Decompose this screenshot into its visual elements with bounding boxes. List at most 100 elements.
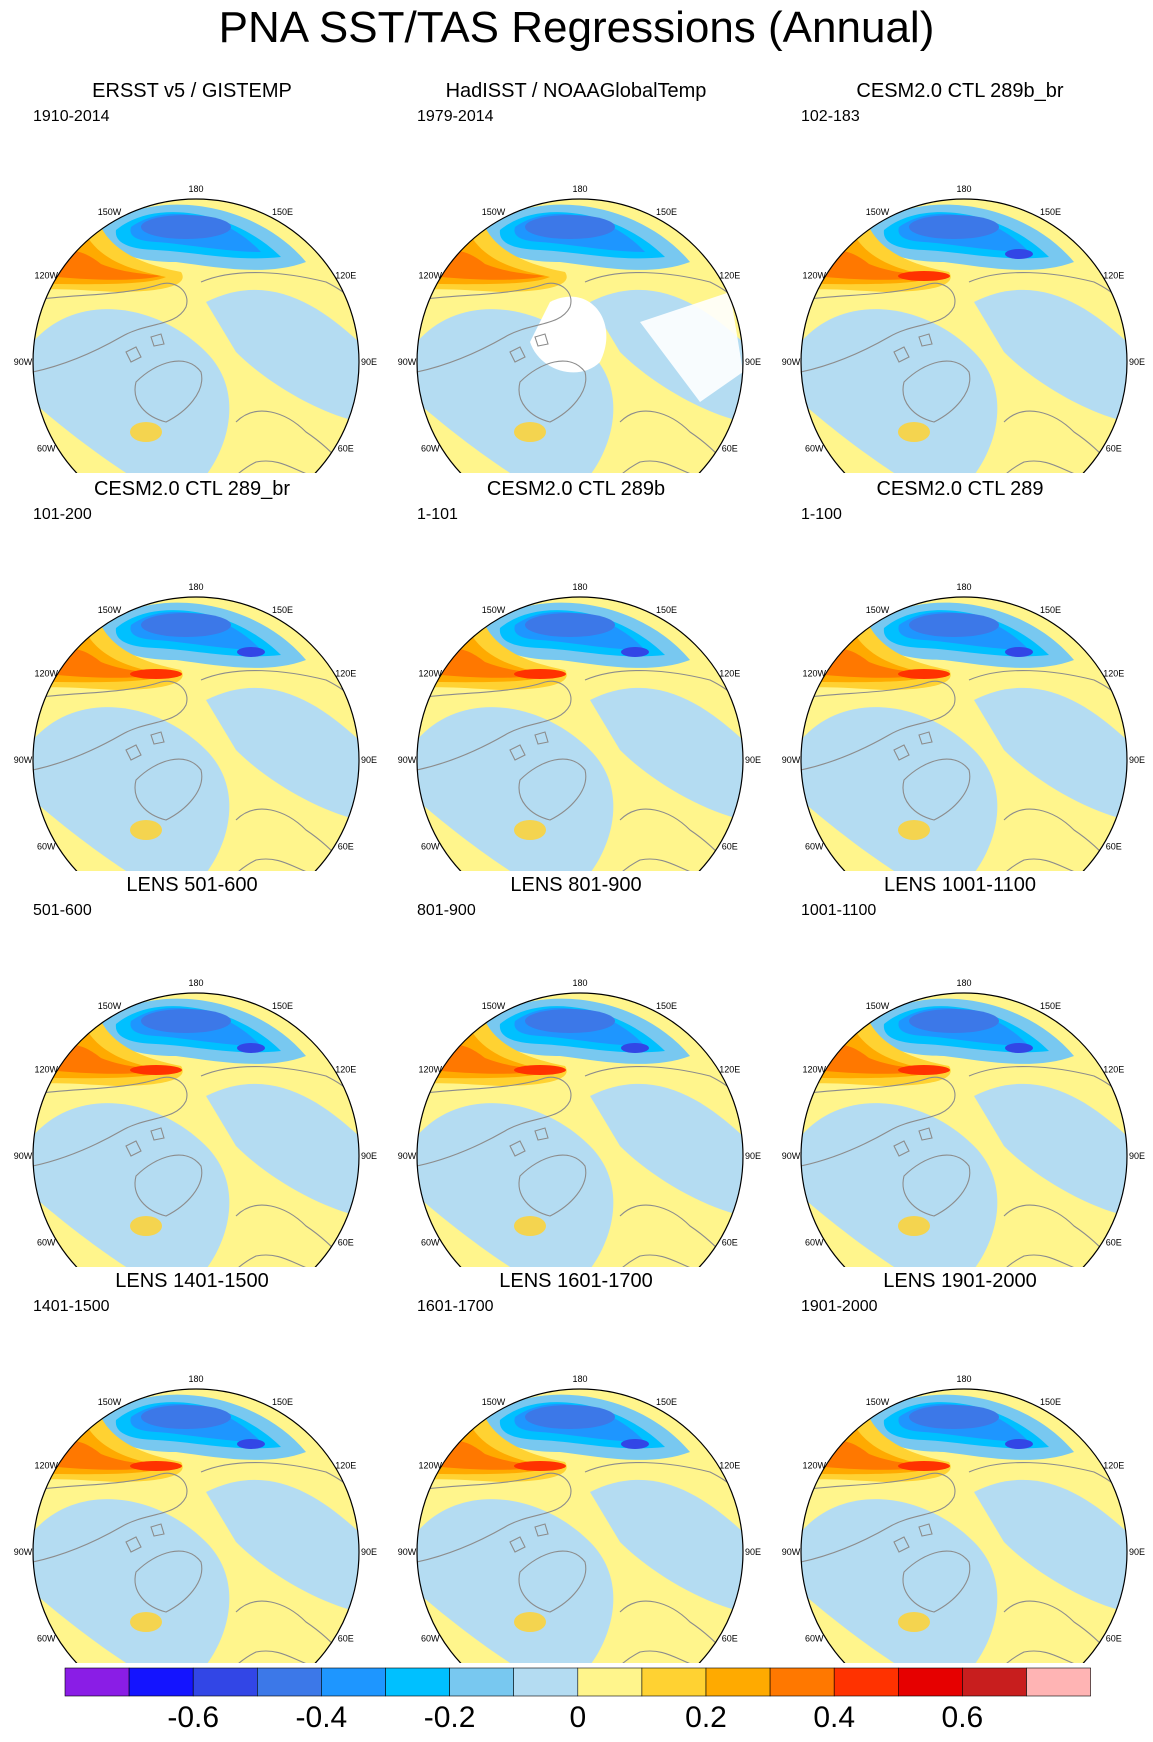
cool-anomaly-eurasia <box>974 1083 1127 1216</box>
longitude-label: 150W <box>866 207 890 217</box>
warm-anomaly-atlantic <box>514 820 546 840</box>
map-panel: 180150E120E90E60E30E030W60W90W120W150WLE… <box>768 872 1152 1267</box>
longitude-label: 90E <box>745 1547 761 1557</box>
warm-anomaly-atlantic <box>514 1612 546 1632</box>
longitude-label: 120E <box>1103 271 1124 281</box>
longitude-label: 180 <box>188 978 203 988</box>
longitude-label: 120E <box>335 1065 356 1075</box>
panel-period: 101-200 <box>33 506 92 523</box>
coastline-north-america <box>801 1472 956 1563</box>
cold-anomaly-core <box>909 1009 999 1033</box>
coastline-arctic-islands <box>893 333 933 363</box>
cold-anomaly-core <box>525 215 615 239</box>
warm-anomaly-nepacific <box>814 250 929 280</box>
map-boundary <box>32 596 360 871</box>
longitude-label: 90W <box>782 1547 801 1557</box>
cool-anomaly-atlantic <box>801 1499 998 1663</box>
coastline-africa <box>589 1650 701 1663</box>
panel-title: CESM2.0 CTL 289 <box>876 478 1044 500</box>
colorbar <box>0 1660 1153 1742</box>
longitude-label: 180 <box>572 184 587 194</box>
map-boundary <box>416 992 744 1267</box>
longitude-label: 90W <box>14 357 33 367</box>
longitude-label: 150E <box>656 1397 677 1407</box>
longitude-label: 150E <box>1040 605 1061 615</box>
longitude-label: 150E <box>1040 1397 1061 1407</box>
longitude-label: 90E <box>361 1151 377 1161</box>
longitude-label: 90E <box>361 755 377 765</box>
longitude-label: 120E <box>719 1065 740 1075</box>
longitude-label: 90W <box>782 357 801 367</box>
longitude-label: 150W <box>866 1001 890 1011</box>
cool-anomaly-atlantic <box>33 309 230 473</box>
panel-title: ERSST v5 / GISTEMP <box>92 80 292 102</box>
longitude-label: 180 <box>572 582 587 592</box>
longitude-label: 120E <box>719 669 740 679</box>
coastline-arctic-islands <box>893 1127 933 1157</box>
coastline-greenland <box>518 360 587 423</box>
panel-period: 801-900 <box>417 902 476 919</box>
longitude-label: 150W <box>482 207 506 217</box>
cold-anomaly-core <box>141 215 231 239</box>
longitude-label: 90W <box>398 755 417 765</box>
longitude-label: 60E <box>1106 444 1122 454</box>
coastline-africa <box>589 858 701 871</box>
map-panel: 180150E120E90E60E30E030W60W90W120W150WER… <box>0 78 384 473</box>
coastline-arctic-islands <box>509 1523 549 1553</box>
coastline-africa <box>589 460 701 473</box>
colorbar-swatch <box>64 1667 130 1697</box>
longitude-label: 150E <box>1040 1001 1061 1011</box>
longitude-label: 60E <box>338 842 354 852</box>
cold-anomaly-core <box>1005 249 1033 259</box>
longitude-label: 90W <box>14 755 33 765</box>
cold-anomaly-core <box>1005 1439 1033 1449</box>
longitude-label: 90W <box>398 357 417 367</box>
cool-anomaly-eurasia <box>206 687 359 820</box>
cold-anomaly-core <box>909 613 999 637</box>
cold-anomaly-core <box>621 647 649 657</box>
panel-title: CESM2.0 CTL 289b <box>486 478 666 500</box>
coastline-greenland <box>134 758 203 821</box>
coastline-arctic-islands <box>509 333 549 363</box>
colorbar-tick-label: 0.4 <box>813 1701 856 1734</box>
warm-anomaly-nepacific <box>46 648 161 678</box>
warm-anomaly-nepacific <box>814 1440 929 1470</box>
panel-period: 1-100 <box>801 506 842 523</box>
panel-period: 1401-1500 <box>33 1298 110 1315</box>
coastline-arctic-islands <box>125 731 165 761</box>
coastline-africa <box>973 1650 1085 1663</box>
cold-anomaly-core <box>1005 647 1033 657</box>
panel-title: LENS 501-600 <box>126 874 258 896</box>
map-boundary <box>32 1388 360 1663</box>
longitude-label: 180 <box>956 1374 971 1384</box>
warm-anomaly-nepacific <box>814 648 929 678</box>
longitude-label: 120E <box>1103 669 1124 679</box>
map-panel: 180150E120E90E60E30E030W60W90W120W150WLE… <box>768 1268 1152 1663</box>
cold-anomaly-core <box>525 1405 615 1429</box>
coastline-africa <box>589 1254 701 1267</box>
coastline-africa <box>205 1650 317 1663</box>
map-boundary <box>32 992 360 1267</box>
cool-anomaly-eurasia <box>974 289 1127 422</box>
cold-anomaly-core <box>237 1439 265 1449</box>
coastline-greenland <box>518 1550 587 1613</box>
panel-title: LENS 801-900 <box>510 874 642 896</box>
cold-anomaly-core <box>909 215 999 239</box>
longitude-label: 120E <box>335 271 356 281</box>
longitude-label: 60W <box>421 842 440 852</box>
longitude-label: 60W <box>37 1238 56 1248</box>
longitude-label: 150E <box>272 605 293 615</box>
coastline-africa <box>973 858 1085 871</box>
longitude-label: 60W <box>805 842 824 852</box>
cold-anomaly-core <box>237 647 265 657</box>
cold-anomaly-core <box>525 613 615 637</box>
panel-title: CESM2.0 CTL 289_br <box>93 478 290 500</box>
longitude-label: 90W <box>398 1547 417 1557</box>
warm-anomaly-core <box>130 1461 182 1471</box>
longitude-label: 150W <box>98 207 122 217</box>
polar-map: 180150E120E90E60E30E030W60W90W120W150W <box>14 1374 377 1663</box>
warm-anomaly-core <box>898 271 950 281</box>
colorbar-swatch <box>577 1667 643 1697</box>
cool-anomaly-eurasia <box>206 289 359 422</box>
panel-title: HadISST / NOAAGlobalTemp <box>445 80 707 102</box>
